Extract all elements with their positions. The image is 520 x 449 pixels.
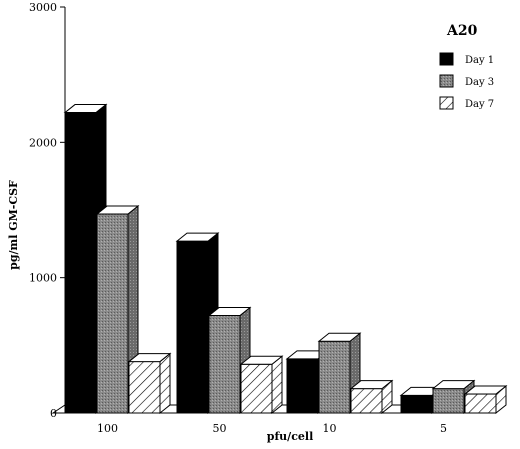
legend-item: Day 1 bbox=[439, 52, 494, 66]
legend-label: Day 7 bbox=[465, 99, 494, 110]
legend-item: Day 7 bbox=[439, 96, 494, 110]
legend-label: Day 1 bbox=[465, 55, 494, 66]
legend: A20 Day 1 Day 3 Day 7 bbox=[439, 23, 494, 110]
legend-item: Day 3 bbox=[439, 74, 494, 88]
y-tick-label: 0 bbox=[50, 407, 57, 420]
bar-day-7-100 bbox=[127, 352, 172, 415]
x-tick-label: 100 bbox=[97, 422, 118, 435]
legend-swatch bbox=[439, 52, 454, 66]
legend-title: A20 bbox=[446, 23, 478, 39]
bar-day-7-5 bbox=[463, 385, 508, 415]
bar-day-7-50 bbox=[239, 355, 284, 415]
x-tick-label: 10 bbox=[323, 422, 337, 435]
legend-swatch bbox=[439, 74, 454, 88]
y-tick-label: 3000 bbox=[29, 1, 57, 14]
y-tick-label: 2000 bbox=[29, 136, 57, 149]
x-axis-label: pfu/cell bbox=[267, 430, 314, 443]
y-axis-label: pg/ml GM-CSF bbox=[7, 180, 20, 270]
bar-day-7-10 bbox=[349, 379, 394, 415]
y-tick-label: 1000 bbox=[29, 272, 57, 285]
x-tick-label: 50 bbox=[213, 422, 227, 435]
chart-labels: 0 1000 2000 3000 100 50 10 5 bbox=[29, 1, 447, 435]
legend-swatch bbox=[439, 96, 454, 110]
legend-label: Day 3 bbox=[465, 77, 494, 88]
chart-bars bbox=[63, 103, 508, 415]
x-tick-label: 5 bbox=[440, 422, 447, 435]
